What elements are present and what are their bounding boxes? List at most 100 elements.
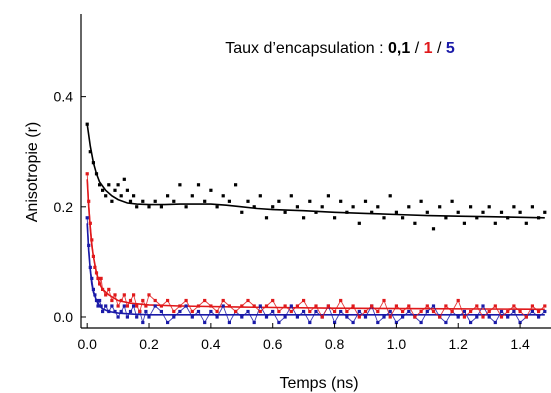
series-0-point-5 — [101, 188, 105, 192]
x-tick-label-5: 1.0 — [387, 336, 407, 352]
series-0-point-68 — [456, 210, 460, 214]
y-ticks: 0.0 0.2 0.4 — [54, 89, 86, 325]
y-tick-label-1: 0.2 — [54, 199, 74, 215]
series-0-point-65 — [438, 205, 442, 209]
series-1-point-49 — [295, 304, 299, 308]
series-2-point-69 — [419, 320, 423, 325]
series-2-point-2 — [88, 265, 92, 269]
series-1-point-10 — [101, 287, 105, 291]
series-2-point-45 — [271, 309, 275, 314]
series-0-point-72 — [481, 210, 485, 214]
series-1-point-0 — [85, 172, 89, 176]
series-0-point-58 — [394, 210, 398, 214]
x-tick-label-2: 0.4 — [201, 336, 221, 352]
series-2-point-58 — [351, 320, 355, 325]
series-1-point-86 — [524, 315, 528, 319]
series-2-point-10 — [101, 309, 105, 314]
series-2-point-31 — [184, 304, 188, 308]
series-2-point-76 — [462, 309, 466, 314]
series-1-point-4 — [91, 254, 95, 258]
series-2-point-49 — [295, 315, 299, 319]
series-1-point-84 — [512, 304, 516, 308]
annotation-prefix: Taux d’encapsulation : — [225, 40, 388, 57]
series-2-point-28 — [166, 320, 170, 325]
series-2-point-87 — [530, 309, 534, 314]
series-1-point-48 — [289, 309, 293, 314]
series-1-point-88 — [537, 309, 541, 314]
series-2-point-48 — [289, 304, 293, 308]
series-2-point-65 — [394, 320, 398, 325]
series-1-point-23 — [141, 298, 145, 303]
series-1-point-65 — [394, 304, 398, 308]
series-1-point-37 — [221, 298, 225, 303]
series-2-point-24 — [144, 309, 148, 314]
series-0-point-11 — [119, 194, 123, 198]
series-2-point-11 — [104, 304, 108, 308]
series-0-point-66 — [444, 216, 448, 220]
series-0-point-25 — [190, 194, 194, 198]
y-tick-label-0: 0.0 — [54, 309, 74, 325]
series-0-point-74 — [493, 221, 497, 225]
series-2-point-42 — [252, 320, 256, 325]
series-2-point-59 — [357, 309, 361, 314]
x-tick-label-3: 0.6 — [263, 336, 283, 352]
series-1-point-20 — [132, 293, 136, 297]
series-2-point-88 — [537, 315, 541, 319]
series-0-point-71 — [475, 216, 479, 220]
series-2-point-51 — [308, 320, 312, 325]
series-1-point-36 — [215, 309, 219, 314]
series-0-point-1 — [88, 150, 92, 154]
series-1-point-13 — [110, 298, 114, 303]
series-2-point-29 — [172, 315, 176, 319]
series-0-point-51 — [351, 205, 355, 209]
series-2-point-82 — [499, 309, 504, 314]
series-2-point-64 — [388, 309, 392, 314]
series-1-point-22 — [138, 309, 142, 314]
series-2-point-27 — [159, 309, 163, 314]
series-0-point-9 — [113, 188, 117, 192]
series-2-point-41 — [246, 309, 250, 314]
series-0-point-15 — [132, 194, 136, 198]
series-2-point-73 — [444, 320, 448, 325]
series-1-point-46 — [277, 309, 281, 314]
series-0-point-32 — [234, 183, 238, 187]
series-1-point-55 — [333, 309, 337, 314]
series-1-point-83 — [506, 309, 510, 314]
series-1-point-75 — [456, 298, 460, 303]
series-0-point-2 — [91, 161, 95, 165]
series-0-point-50 — [345, 210, 349, 214]
series-1-point-12 — [107, 287, 111, 291]
x-ticks: 0.0 0.2 0.4 0.6 0.8 1.0 1.2 1.4 — [77, 323, 530, 352]
annotation-level-1: 0,1 — [388, 40, 410, 57]
series-2-point-35 — [209, 309, 213, 314]
series-2-point-3 — [90, 276, 94, 280]
x-tick-label-1: 0.2 — [139, 336, 159, 352]
series-0-point-76 — [506, 216, 510, 220]
series-1-point-18 — [125, 304, 129, 308]
series-0-point-8 — [110, 199, 114, 203]
series-0-point-22 — [172, 199, 176, 203]
series-1-point-14 — [113, 293, 117, 297]
series-1-point-44 — [264, 304, 269, 308]
series-1-point-77 — [469, 309, 473, 314]
series-0-point-12 — [122, 177, 126, 181]
series-0-point-79 — [524, 221, 528, 225]
series-0-point-28 — [209, 188, 213, 192]
series-0-point-82 — [543, 210, 547, 214]
series-0-point-16 — [135, 205, 139, 209]
series-0-point-35 — [252, 205, 256, 209]
series-1-point-7 — [96, 276, 100, 280]
series-2-point-17 — [122, 304, 126, 308]
series-1-point-11 — [104, 293, 108, 297]
series-2-point-6 — [94, 298, 99, 303]
series-1-point-64 — [388, 315, 392, 319]
series-1-point-2 — [88, 221, 92, 225]
series-0-point-45 — [314, 210, 318, 214]
series-1-point-47 — [283, 304, 287, 308]
series-2-point-16 — [119, 309, 123, 314]
series-0-point-6 — [104, 194, 108, 198]
series-2-point-9 — [99, 304, 103, 308]
x-tick-label-6: 1.2 — [449, 336, 469, 352]
series-2-point-38 — [227, 320, 231, 325]
